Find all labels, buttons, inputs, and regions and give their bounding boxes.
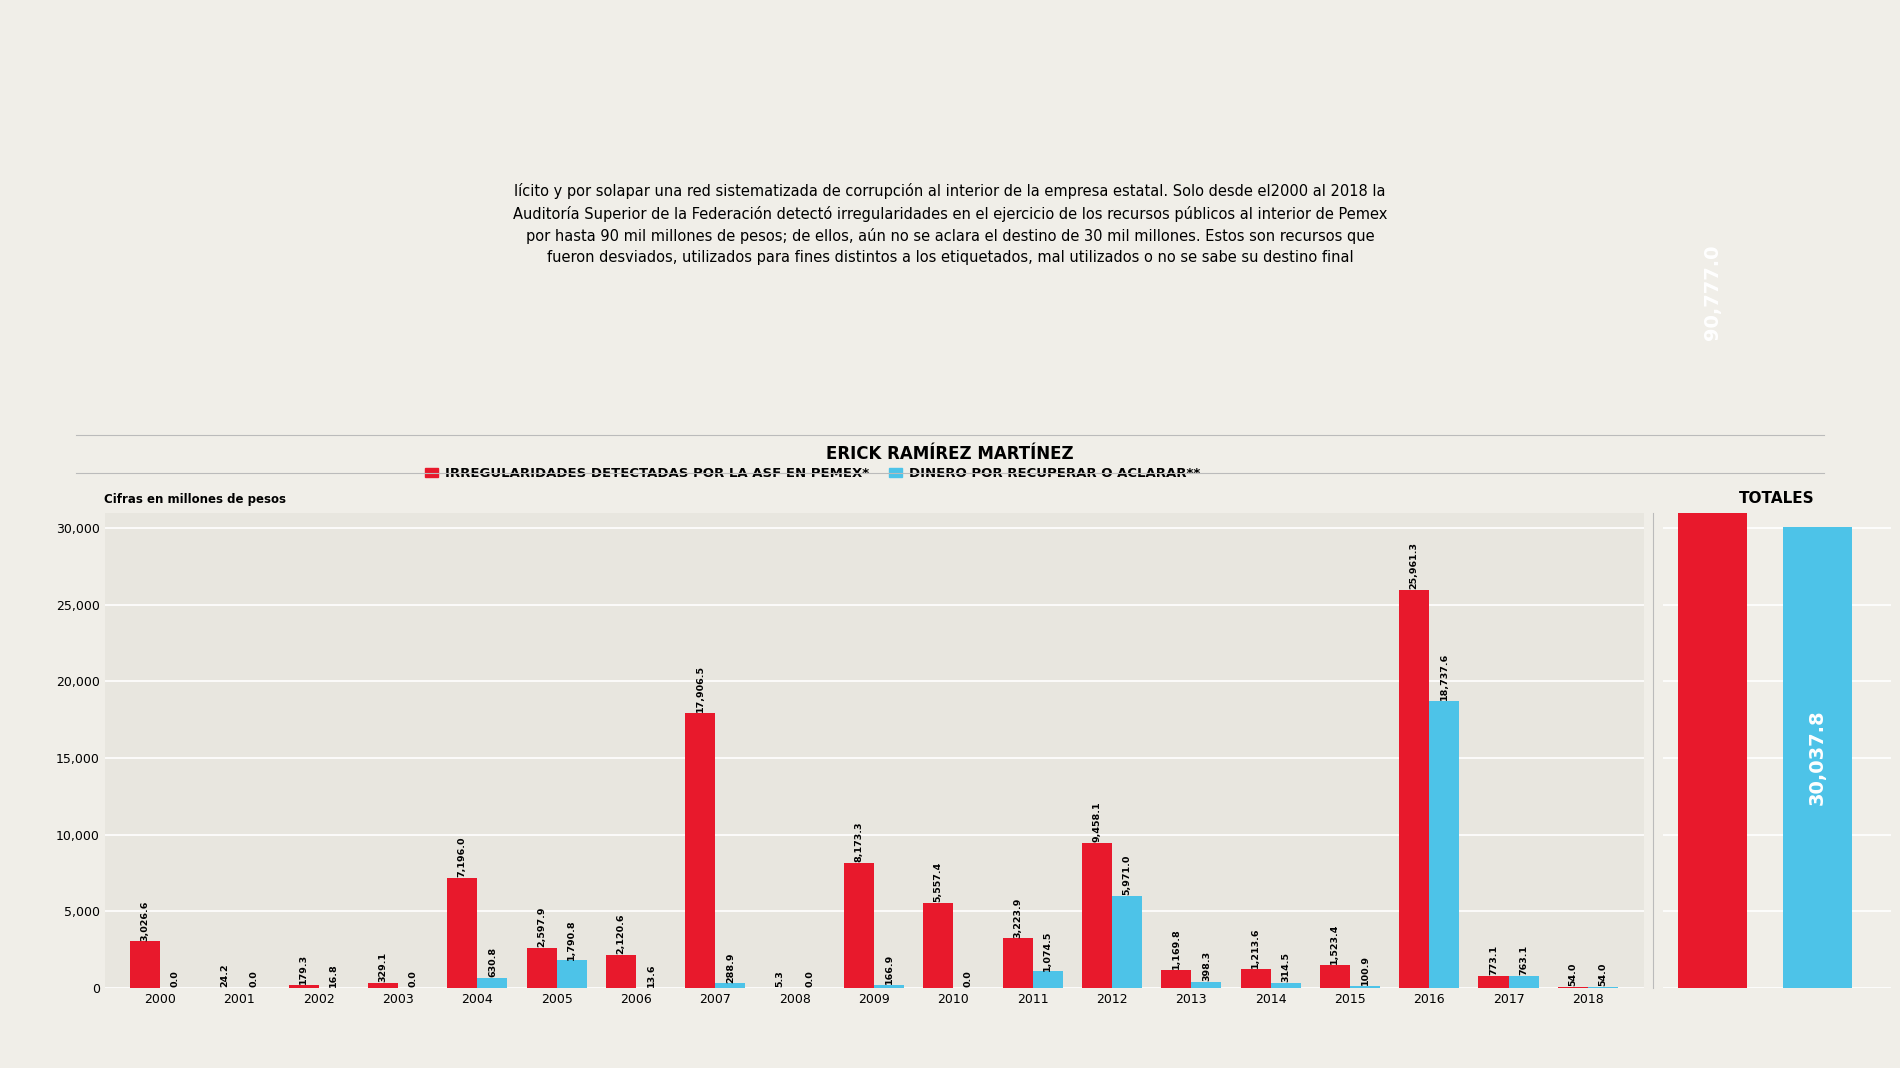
Text: 2,597.9: 2,597.9 xyxy=(538,907,545,947)
Text: 773.1: 773.1 xyxy=(1490,945,1497,975)
Bar xyxy=(844,863,874,988)
Text: 5.3: 5.3 xyxy=(775,970,785,987)
Bar xyxy=(1191,981,1222,988)
Bar xyxy=(1478,976,1509,988)
Bar xyxy=(923,902,954,988)
Text: 100.9: 100.9 xyxy=(1360,956,1370,986)
Bar xyxy=(686,713,714,988)
Text: 314.5: 314.5 xyxy=(1281,953,1290,983)
Text: 0.0: 0.0 xyxy=(806,970,815,987)
Bar xyxy=(1320,964,1351,988)
Legend: IRREGULARIDADES DETECTADAS POR LA ASF EN PEMEX*, DINERO POR RECUPERAR O ACLARAR*: IRREGULARIDADES DETECTADAS POR LA ASF EN… xyxy=(420,462,1205,486)
Text: lícito y por solapar una red sistematizada de corrupción al interior de la empre: lícito y por solapar una red sistematiza… xyxy=(513,184,1387,265)
Text: 1,074.5: 1,074.5 xyxy=(1043,930,1053,971)
Text: 18,737.6: 18,737.6 xyxy=(1440,653,1450,700)
Bar xyxy=(446,878,477,988)
Bar xyxy=(129,942,160,988)
Bar xyxy=(1241,970,1271,988)
Text: 0.0: 0.0 xyxy=(963,970,973,987)
Text: 30,037.8: 30,037.8 xyxy=(1809,710,1828,805)
Text: 3,223.9: 3,223.9 xyxy=(1013,897,1022,938)
Bar xyxy=(1034,972,1062,988)
Text: TOTALES: TOTALES xyxy=(1738,490,1814,505)
Bar xyxy=(606,956,636,988)
Text: 3,026.6: 3,026.6 xyxy=(141,900,150,941)
Text: 288.9: 288.9 xyxy=(726,952,735,983)
Text: 2,120.6: 2,120.6 xyxy=(616,914,625,955)
Text: 54.0: 54.0 xyxy=(1568,962,1577,986)
Bar xyxy=(526,948,557,988)
Text: 5,557.4: 5,557.4 xyxy=(933,862,942,901)
Text: 25,961.3: 25,961.3 xyxy=(1410,541,1419,588)
Text: 0.0: 0.0 xyxy=(408,970,418,987)
Bar xyxy=(1351,987,1379,988)
Text: 54.0: 54.0 xyxy=(1598,962,1607,986)
Text: 0.0: 0.0 xyxy=(251,970,258,987)
Text: 17,906.5: 17,906.5 xyxy=(695,665,705,712)
Bar xyxy=(289,985,319,988)
Text: 630.8: 630.8 xyxy=(488,947,498,977)
Text: 329.1: 329.1 xyxy=(378,952,388,981)
Text: 90,777.0: 90,777.0 xyxy=(1702,245,1721,340)
Bar xyxy=(874,986,904,988)
Bar xyxy=(1081,843,1112,988)
Text: 9,458.1: 9,458.1 xyxy=(1092,801,1102,842)
Text: 1,523.4: 1,523.4 xyxy=(1330,923,1340,963)
Text: 8,173.3: 8,173.3 xyxy=(855,821,863,862)
Text: 0.0: 0.0 xyxy=(171,970,180,987)
Bar xyxy=(1509,976,1539,988)
Text: 1,790.8: 1,790.8 xyxy=(568,918,576,959)
Bar xyxy=(1161,970,1191,988)
Text: 1,213.6: 1,213.6 xyxy=(1250,928,1260,969)
Bar xyxy=(1429,701,1459,988)
Bar xyxy=(477,978,507,988)
Text: Cifras en millones de pesos: Cifras en millones de pesos xyxy=(104,492,287,505)
Text: 24.2: 24.2 xyxy=(220,963,228,987)
Bar xyxy=(1112,896,1142,988)
Bar xyxy=(714,984,745,988)
Text: 179.3: 179.3 xyxy=(298,954,308,985)
Text: 16.8: 16.8 xyxy=(329,963,338,987)
Bar xyxy=(1398,590,1429,988)
Bar xyxy=(1271,983,1302,988)
Text: 5,971.0: 5,971.0 xyxy=(1123,855,1132,895)
Text: ERICK RAMÍREZ MARTÍNEZ: ERICK RAMÍREZ MARTÍNEZ xyxy=(826,445,1074,462)
Bar xyxy=(1784,528,1852,988)
Bar xyxy=(557,960,587,988)
Bar xyxy=(369,983,397,988)
Text: 13.6: 13.6 xyxy=(646,963,655,987)
Bar xyxy=(1678,0,1746,988)
Text: 398.3: 398.3 xyxy=(1203,951,1210,980)
Text: 166.9: 166.9 xyxy=(885,954,893,985)
Text: 7,196.0: 7,196.0 xyxy=(458,836,467,877)
Bar xyxy=(1003,939,1034,988)
Text: 1,169.8: 1,169.8 xyxy=(1172,928,1180,969)
Text: 763.1: 763.1 xyxy=(1520,945,1528,975)
